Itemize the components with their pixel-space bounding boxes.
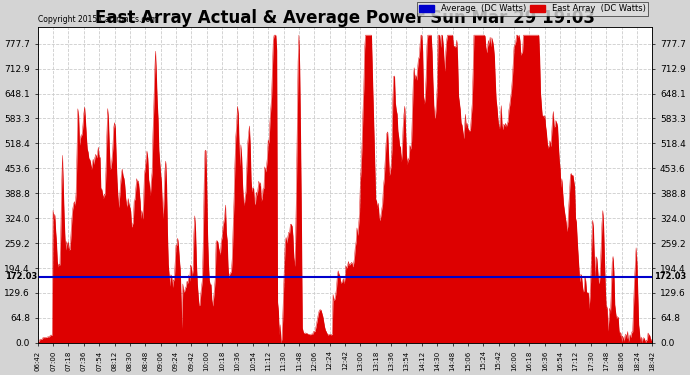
Title: East Array Actual & Average Power Sun Mar 29 19:03: East Array Actual & Average Power Sun Ma…: [95, 9, 595, 27]
Text: 172.03: 172.03: [653, 272, 686, 281]
Legend: Average  (DC Watts), East Array  (DC Watts): Average (DC Watts), East Array (DC Watts…: [417, 2, 648, 16]
Text: 172.03: 172.03: [5, 272, 37, 281]
Text: Copyright 2015 Cartronics.com: Copyright 2015 Cartronics.com: [38, 15, 157, 24]
